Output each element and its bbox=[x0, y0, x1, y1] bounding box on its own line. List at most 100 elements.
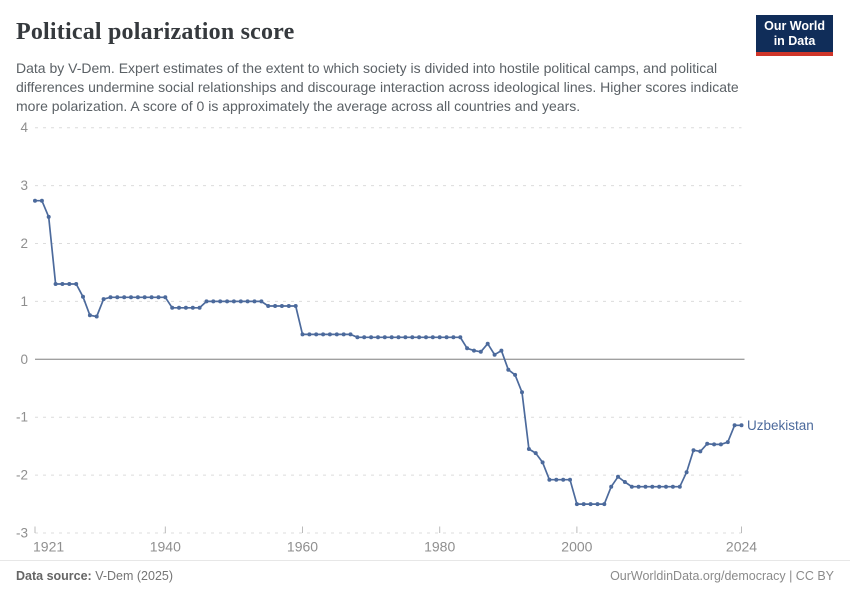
data-point[interactable] bbox=[677, 484, 682, 489]
data-point[interactable] bbox=[410, 335, 415, 340]
data-point[interactable] bbox=[273, 304, 278, 308]
data-point[interactable] bbox=[602, 502, 607, 507]
data-point[interactable] bbox=[341, 332, 346, 337]
data-point[interactable] bbox=[307, 332, 312, 337]
data-point[interactable] bbox=[657, 484, 662, 489]
data-point[interactable] bbox=[513, 372, 518, 377]
data-point[interactable] bbox=[581, 502, 586, 507]
owid-citation-link[interactable]: OurWorldinData.org/democracy | CC BY bbox=[610, 569, 834, 583]
data-point[interactable] bbox=[67, 282, 72, 286]
data-point[interactable] bbox=[526, 447, 531, 451]
data-point[interactable] bbox=[451, 335, 456, 340]
data-point[interactable] bbox=[554, 477, 559, 482]
data-point[interactable] bbox=[396, 335, 401, 340]
data-point[interactable] bbox=[725, 440, 730, 445]
data-point[interactable] bbox=[293, 304, 298, 308]
data-point[interactable] bbox=[314, 332, 319, 337]
data-point[interactable] bbox=[334, 332, 339, 337]
data-point[interactable] bbox=[94, 314, 99, 319]
data-point[interactable] bbox=[712, 442, 717, 447]
data-point[interactable] bbox=[492, 352, 497, 357]
data-point[interactable] bbox=[533, 451, 538, 456]
data-point[interactable] bbox=[300, 332, 305, 337]
data-point[interactable] bbox=[252, 299, 257, 304]
data-point[interactable] bbox=[739, 423, 744, 428]
data-point[interactable] bbox=[376, 335, 380, 340]
data-point[interactable] bbox=[506, 367, 511, 372]
data-point[interactable] bbox=[430, 335, 435, 340]
data-point[interactable] bbox=[629, 484, 634, 489]
data-point[interactable] bbox=[609, 484, 614, 489]
data-point[interactable] bbox=[204, 299, 209, 304]
data-point[interactable] bbox=[369, 335, 374, 340]
data-point[interactable] bbox=[588, 502, 593, 507]
data-point[interactable] bbox=[149, 295, 154, 300]
data-point[interactable] bbox=[636, 484, 641, 489]
data-point[interactable] bbox=[156, 295, 161, 300]
data-point[interactable] bbox=[39, 198, 44, 203]
data-point[interactable] bbox=[183, 305, 188, 310]
data-point[interactable] bbox=[403, 335, 408, 340]
data-point[interactable] bbox=[520, 390, 524, 395]
data-point[interactable] bbox=[355, 335, 360, 340]
data-point[interactable] bbox=[622, 480, 627, 484]
data-point[interactable] bbox=[595, 502, 600, 507]
data-point[interactable] bbox=[465, 346, 470, 351]
data-point[interactable] bbox=[705, 441, 710, 446]
data-point[interactable] bbox=[74, 282, 79, 286]
data-point[interactable] bbox=[478, 349, 483, 354]
data-point[interactable] bbox=[101, 297, 106, 302]
data-point[interactable] bbox=[87, 313, 92, 318]
data-point[interactable] bbox=[60, 282, 65, 286]
data-point[interactable] bbox=[245, 299, 250, 304]
data-point[interactable] bbox=[225, 299, 230, 304]
owid-logo[interactable]: Our World in Data bbox=[756, 15, 833, 56]
data-point[interactable] bbox=[362, 335, 367, 340]
data-point[interactable] bbox=[163, 295, 168, 300]
data-point[interactable] bbox=[33, 198, 37, 203]
data-point[interactable] bbox=[46, 214, 51, 219]
data-point[interactable] bbox=[670, 484, 675, 489]
data-point[interactable] bbox=[540, 460, 545, 465]
data-point[interactable] bbox=[259, 299, 264, 304]
data-point[interactable] bbox=[81, 294, 85, 299]
data-point[interactable] bbox=[561, 477, 566, 482]
data-point[interactable] bbox=[129, 295, 133, 300]
data-point[interactable] bbox=[691, 448, 696, 453]
data-point[interactable] bbox=[279, 304, 284, 308]
series-line[interactable] bbox=[34, 199, 743, 505]
data-point[interactable] bbox=[238, 299, 243, 304]
data-point[interactable] bbox=[218, 299, 223, 304]
data-point[interactable] bbox=[650, 484, 655, 489]
data-point[interactable] bbox=[732, 423, 737, 428]
data-point[interactable] bbox=[382, 335, 387, 340]
data-point[interactable] bbox=[472, 348, 476, 353]
data-point[interactable] bbox=[424, 335, 428, 340]
data-point[interactable] bbox=[170, 305, 175, 310]
data-point[interactable] bbox=[211, 299, 216, 304]
data-point[interactable] bbox=[327, 332, 332, 337]
data-point[interactable] bbox=[616, 474, 620, 479]
data-point[interactable] bbox=[142, 295, 147, 300]
data-point[interactable] bbox=[53, 282, 58, 286]
data-point[interactable] bbox=[437, 335, 442, 340]
data-point[interactable] bbox=[190, 305, 195, 310]
data-point[interactable] bbox=[108, 295, 113, 300]
data-point[interactable] bbox=[547, 477, 552, 482]
data-point[interactable] bbox=[115, 295, 120, 300]
data-point[interactable] bbox=[568, 477, 572, 482]
data-point[interactable] bbox=[684, 470, 689, 475]
data-point[interactable] bbox=[266, 304, 271, 308]
data-point[interactable] bbox=[348, 332, 353, 337]
data-point[interactable] bbox=[177, 305, 181, 310]
data-point[interactable] bbox=[321, 332, 326, 337]
data-point[interactable] bbox=[135, 295, 140, 300]
data-point[interactable] bbox=[698, 449, 703, 454]
data-point[interactable] bbox=[574, 502, 579, 507]
data-point[interactable] bbox=[664, 484, 668, 489]
data-point[interactable] bbox=[417, 335, 422, 340]
data-point[interactable] bbox=[286, 304, 291, 308]
data-point[interactable] bbox=[197, 305, 202, 310]
data-point[interactable] bbox=[389, 335, 394, 340]
data-point[interactable] bbox=[231, 299, 236, 304]
